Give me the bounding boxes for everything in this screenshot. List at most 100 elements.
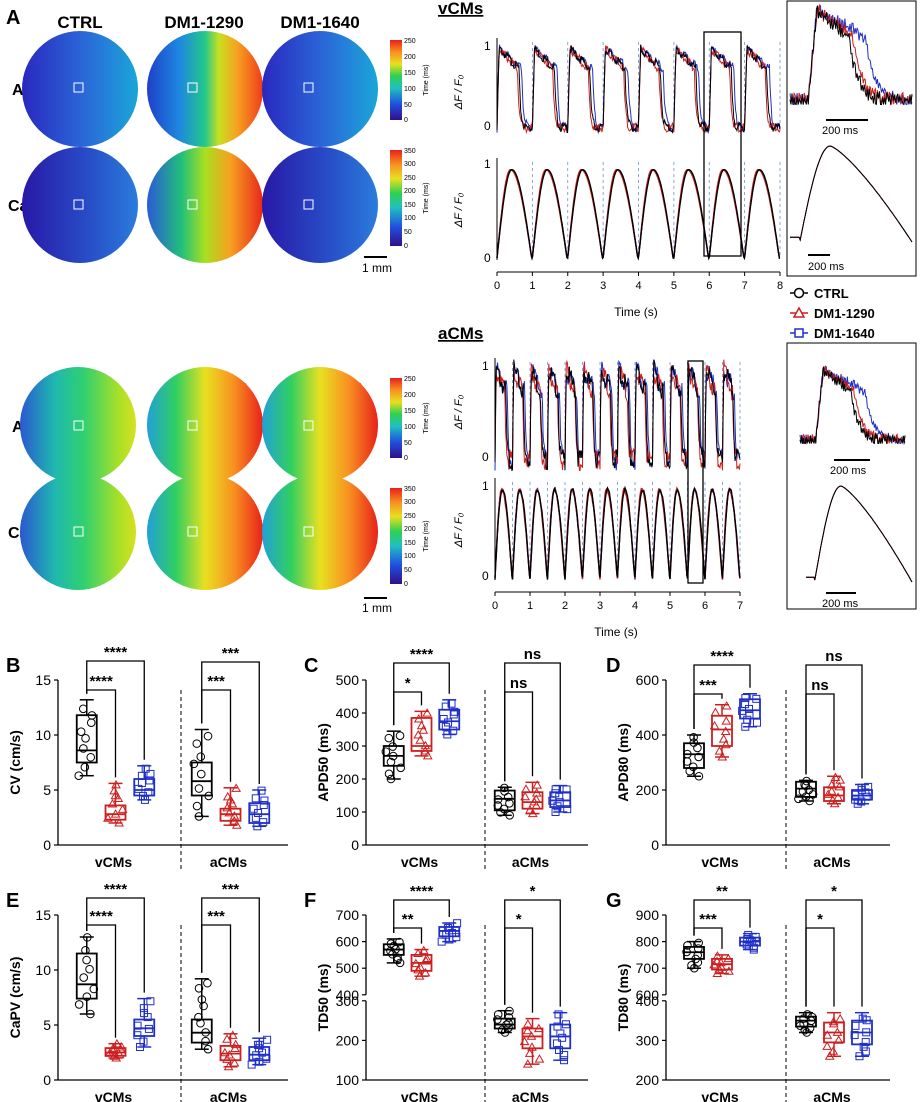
svg-text:100: 100 (404, 86, 416, 93)
inset-trace-dm1-1640 (789, 4, 913, 106)
data-point (718, 734, 729, 743)
data-point (253, 822, 262, 831)
data-point (850, 1031, 859, 1040)
data-point (86, 1009, 95, 1019)
data-point (395, 937, 404, 947)
significance-bracket (86, 897, 145, 993)
significance-label: * (817, 911, 823, 928)
y-tick-label: 100 (336, 1072, 360, 1088)
data-point (800, 1025, 810, 1035)
significance-label: ns (825, 648, 843, 665)
data-point (437, 937, 446, 946)
box-dm1-1290-acms (823, 772, 846, 808)
data-point (710, 707, 721, 716)
box-dm1-1290-vcms (104, 1038, 127, 1062)
data-point (716, 962, 727, 971)
panel-label-f: F (304, 890, 316, 912)
data-point (80, 762, 90, 772)
svg-text:DM1-1290: DM1-1290 (814, 306, 875, 321)
y-tick-label: 500 (336, 960, 360, 976)
data-point (86, 752, 96, 762)
y-tick-label: 800 (636, 934, 660, 950)
data-point (554, 1010, 563, 1019)
data-point (388, 742, 398, 751)
data-point (450, 707, 459, 716)
significance-bracket (805, 899, 863, 1007)
svg-text:100: 100 (404, 553, 416, 560)
x-category-label: aCMs (813, 854, 851, 870)
data-point (89, 984, 99, 994)
trace-ctrl (496, 168, 781, 261)
time-tick-label: 7 (742, 280, 748, 292)
vcm-time-ticks: 0 1 2 3 4 5 6 7 8 (494, 272, 783, 292)
map-dm1290-cat-bottom (147, 474, 263, 590)
y-tick-label: 300 (636, 1032, 660, 1048)
data-point (418, 945, 429, 955)
data-point (799, 1019, 808, 1029)
x-category-label: aCMs (512, 1089, 550, 1102)
data-point (194, 1012, 203, 1022)
time-tick-label: 1 (527, 600, 533, 612)
data-point (712, 951, 723, 960)
data-point (526, 1031, 537, 1040)
data-point (117, 804, 128, 813)
significance-bracket (805, 927, 835, 1007)
data-point (82, 992, 92, 1001)
svg-text:100: 100 (404, 424, 416, 431)
data-point (861, 1047, 870, 1056)
acm-cat-ylabel: ΔF / F₀ (453, 512, 465, 548)
data-point (745, 711, 754, 720)
data-point (689, 733, 698, 742)
data-point (828, 1046, 839, 1055)
data-point (420, 740, 431, 750)
data-point (688, 762, 698, 772)
y-tick-label: 200 (636, 782, 660, 798)
data-point (421, 953, 432, 963)
vcm-cat-ytick-1: 1 (484, 157, 491, 171)
acm-cat-ytick-1: 1 (482, 479, 489, 493)
data-point (262, 1054, 271, 1063)
significance-label: * (831, 883, 837, 900)
significance-label: *** (207, 908, 225, 925)
data-point (743, 935, 752, 944)
data-point (524, 1048, 535, 1057)
time-tick-label: 5 (667, 600, 673, 612)
data-point (388, 751, 398, 761)
y-tick-label: 100 (336, 804, 360, 820)
significance-label: *** (222, 645, 240, 662)
data-point (384, 769, 394, 779)
data-point (833, 1035, 844, 1044)
data-point (81, 946, 90, 955)
x-category-label: vCMs (95, 1089, 133, 1102)
svg-text:300: 300 (404, 161, 416, 168)
data-point (833, 792, 843, 801)
data-point (743, 715, 752, 724)
time-tick-label: 8 (777, 280, 783, 292)
y-tick-label: 200 (336, 1032, 360, 1048)
data-point (220, 1047, 230, 1057)
data-point (222, 802, 233, 812)
data-point (563, 805, 572, 814)
data-point (500, 787, 509, 796)
data-point (532, 780, 543, 789)
significance-label: * (516, 911, 522, 928)
svg-text:200: 200 (404, 188, 416, 195)
inset-vcm-ap (789, 4, 913, 106)
data-point (453, 919, 462, 928)
significance-bracket (201, 924, 232, 1028)
inset-trace-dm1-1640 (790, 145, 913, 243)
colorbar-title-cat-bottom: Time (ms) (423, 520, 430, 551)
data-point (497, 1025, 507, 1035)
data-point (113, 793, 124, 802)
y-tick-label: 600 (636, 987, 660, 1003)
data-point (224, 807, 235, 817)
inset-trace-dm1-1290 (799, 365, 906, 445)
data-point (533, 1023, 544, 1033)
panel-label-e: E (6, 890, 19, 912)
significance-label: **** (104, 881, 128, 898)
svg-text:200: 200 (404, 54, 416, 61)
trace-dm1-1290 (494, 359, 741, 472)
significance-label: **** (89, 673, 113, 690)
data-point (752, 718, 761, 727)
group-label-ctrl-top: CTRL (57, 13, 102, 32)
